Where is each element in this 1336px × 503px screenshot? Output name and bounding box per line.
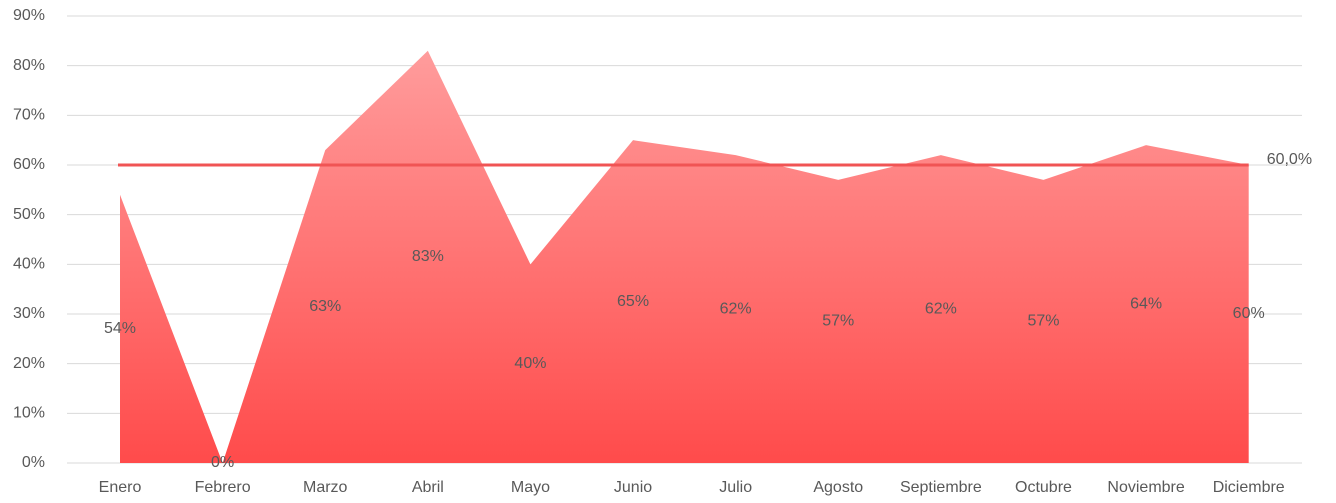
y-tick-label: 40% bbox=[13, 256, 45, 273]
data-label: 40% bbox=[514, 355, 546, 372]
y-tick-label: 50% bbox=[13, 206, 45, 223]
y-tick-label: 10% bbox=[13, 405, 45, 422]
x-tick-label: Octubre bbox=[1015, 479, 1072, 496]
data-label: 54% bbox=[104, 320, 136, 337]
y-tick-label: 90% bbox=[13, 7, 45, 24]
x-tick-label: Abril bbox=[412, 479, 444, 496]
data-label: 60% bbox=[1233, 305, 1265, 322]
x-tick-label: Julio bbox=[719, 479, 752, 496]
data-label: 57% bbox=[1027, 313, 1059, 330]
data-label: 0% bbox=[211, 454, 234, 471]
x-tick-label: Mayo bbox=[511, 479, 550, 496]
x-tick-label: Enero bbox=[99, 479, 142, 496]
data-label: 62% bbox=[720, 300, 752, 317]
data-label: 57% bbox=[822, 313, 854, 330]
x-tick-label: Noviembre bbox=[1107, 479, 1184, 496]
chart: 0% 10% 20% 30% 40% 50% 60% 70% 80% 90% 60,0% Enero 5… bbox=[0, 0, 1336, 503]
y-tick-label: 0% bbox=[22, 454, 45, 471]
x-tick-label: Marzo bbox=[303, 479, 348, 496]
x-tick-label: Septiembre bbox=[900, 479, 982, 496]
y-tick-label: 20% bbox=[13, 355, 45, 372]
data-label: 83% bbox=[412, 248, 444, 265]
y-tick-label: 60% bbox=[13, 156, 45, 173]
data-label: 62% bbox=[925, 300, 957, 317]
target-label: 60,0% bbox=[1267, 151, 1312, 168]
y-tick-label: 30% bbox=[13, 305, 45, 322]
x-tick-label: Agosto bbox=[813, 479, 863, 496]
x-tick-label: Febrero bbox=[195, 479, 251, 496]
x-tick-label: Junio bbox=[614, 479, 652, 496]
x-tick-label: Diciembre bbox=[1213, 479, 1285, 496]
y-tick-label: 80% bbox=[13, 57, 45, 74]
data-label: 65% bbox=[617, 293, 649, 310]
area bbox=[120, 51, 1249, 463]
y-tick-label: 70% bbox=[13, 107, 45, 124]
data-label: 63% bbox=[309, 298, 341, 315]
data-label: 64% bbox=[1130, 295, 1162, 312]
